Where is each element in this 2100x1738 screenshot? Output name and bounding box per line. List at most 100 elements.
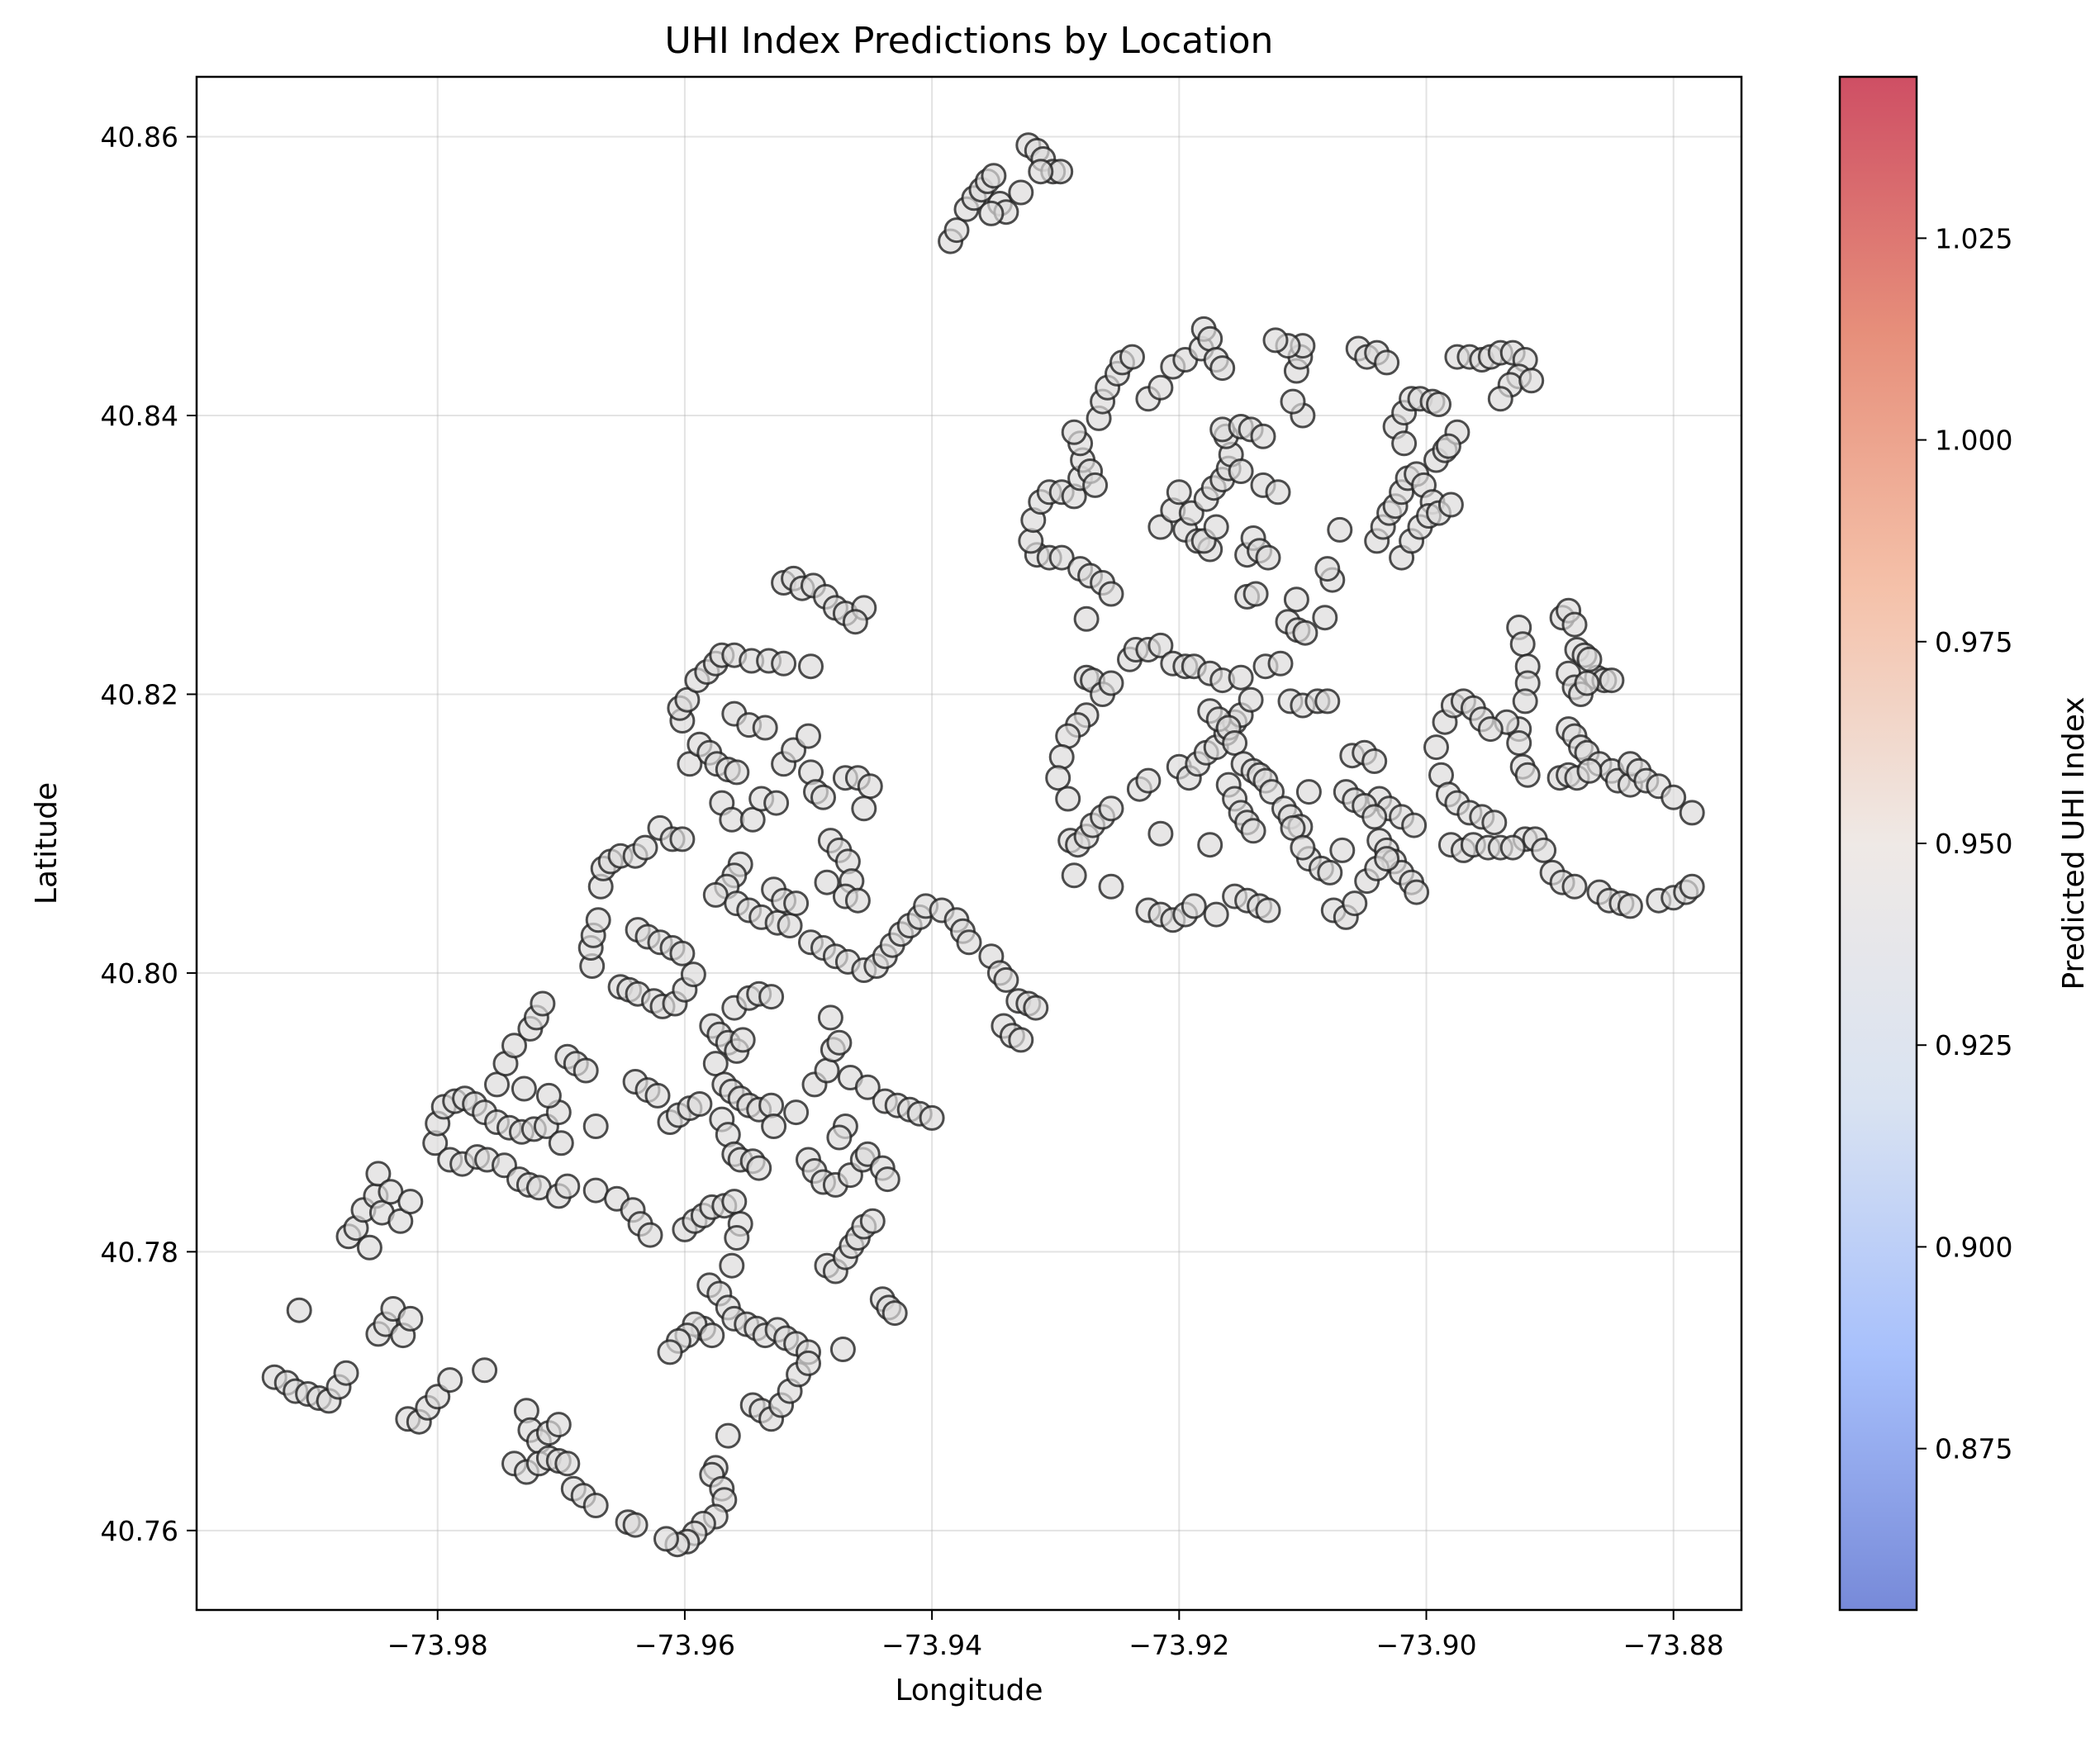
data-point (859, 1208, 886, 1234)
data-point (472, 1357, 498, 1384)
y-tick-label: 40.80 (101, 957, 178, 990)
data-point (719, 1252, 745, 1279)
data-point (1023, 995, 1049, 1021)
data-point (1487, 386, 1513, 412)
data-point (1203, 514, 1229, 540)
data-point (1506, 730, 1532, 756)
data-point (397, 1305, 424, 1332)
data-point (669, 826, 696, 852)
data-point (761, 1114, 787, 1139)
data-point (1576, 757, 1603, 784)
data-point (1098, 670, 1124, 696)
data-point (1028, 159, 1054, 185)
data-point (1481, 810, 1508, 836)
data-point (1119, 344, 1145, 370)
data-point (763, 790, 790, 816)
data-point (1098, 873, 1124, 900)
data-point (1518, 368, 1545, 394)
data-point (814, 869, 840, 895)
data-point (1228, 664, 1254, 691)
colorbar (1838, 75, 1918, 1612)
data-point (1267, 650, 1294, 677)
chart-title: UHI Index Predictions by Location (665, 20, 1274, 62)
data-point (582, 1114, 609, 1139)
data-point (777, 913, 803, 938)
data-point (771, 650, 797, 677)
data-point (851, 795, 877, 822)
data-point (585, 907, 611, 933)
data-point (1314, 688, 1341, 715)
data-point (1262, 327, 1289, 354)
data-point (1404, 879, 1430, 905)
data-point (1203, 901, 1229, 928)
data-point (1242, 581, 1269, 607)
data-point (724, 759, 750, 786)
data-point (622, 1512, 649, 1538)
data-point (1561, 611, 1588, 638)
colorbar-tick-label: 1.000 (1935, 425, 2012, 457)
data-point (721, 1189, 748, 1215)
data-point (1240, 818, 1266, 844)
data-point (943, 217, 970, 244)
data-point (1250, 423, 1276, 449)
data-point (881, 1300, 908, 1327)
data-point (501, 1033, 527, 1059)
data-point (657, 1339, 683, 1365)
data-point (545, 1412, 572, 1438)
data-point (1209, 355, 1236, 382)
y-tick-label: 40.84 (101, 400, 178, 432)
data-point (1437, 491, 1464, 518)
data-point (530, 990, 556, 1017)
colorbar-tick-label: 1.025 (1935, 222, 2012, 254)
data-point (1426, 392, 1451, 417)
data-point (554, 1173, 581, 1199)
data-point (1061, 862, 1087, 889)
data-point (1531, 837, 1557, 863)
data-point (365, 1161, 392, 1187)
data-point (829, 1337, 856, 1362)
data-point (1147, 374, 1174, 401)
data-point (1314, 556, 1341, 582)
data-point (397, 1189, 424, 1215)
data-point (1280, 388, 1306, 415)
data-point (758, 984, 785, 1010)
data-point (993, 966, 1019, 993)
data-point (1166, 479, 1192, 506)
data-point (1008, 179, 1034, 206)
data-point (826, 1124, 853, 1151)
data-point (1512, 688, 1538, 715)
data-point (981, 163, 1007, 189)
data-point (535, 1082, 562, 1109)
data-point (739, 806, 766, 833)
colorbar-tick-label: 0.925 (1935, 1029, 2012, 1061)
data-point (1514, 762, 1541, 788)
data-point (1197, 832, 1223, 858)
data-point (1617, 893, 1643, 919)
colorbar-tick-label: 0.875 (1935, 1433, 2012, 1465)
grid (197, 77, 1741, 1610)
data-point (1661, 784, 1687, 810)
data-point (1423, 734, 1449, 761)
data-points (261, 132, 1705, 1558)
data-point (1181, 893, 1207, 919)
data-point (1292, 620, 1318, 646)
data-point (978, 200, 1005, 226)
y-axis-label: Latitude (30, 782, 64, 905)
data-point (680, 962, 706, 988)
data-point (484, 1071, 510, 1098)
data-point (796, 723, 821, 749)
data-point (687, 1091, 713, 1117)
data-point (702, 1051, 729, 1077)
data-point (1197, 325, 1223, 352)
data-point (1576, 646, 1603, 672)
data-point (1082, 472, 1109, 498)
y-axis: 40.76 40.78 40.80 40.82 40.84 40.86 (101, 121, 197, 1547)
data-point (554, 1451, 581, 1477)
data-point (1222, 730, 1248, 756)
data-point (286, 1297, 312, 1323)
x-axis-label: Longitude (895, 1674, 1043, 1707)
data-point (1561, 873, 1588, 900)
data-point (1499, 834, 1526, 861)
colorbar-label: Predicted UHI Index (2057, 696, 2091, 990)
